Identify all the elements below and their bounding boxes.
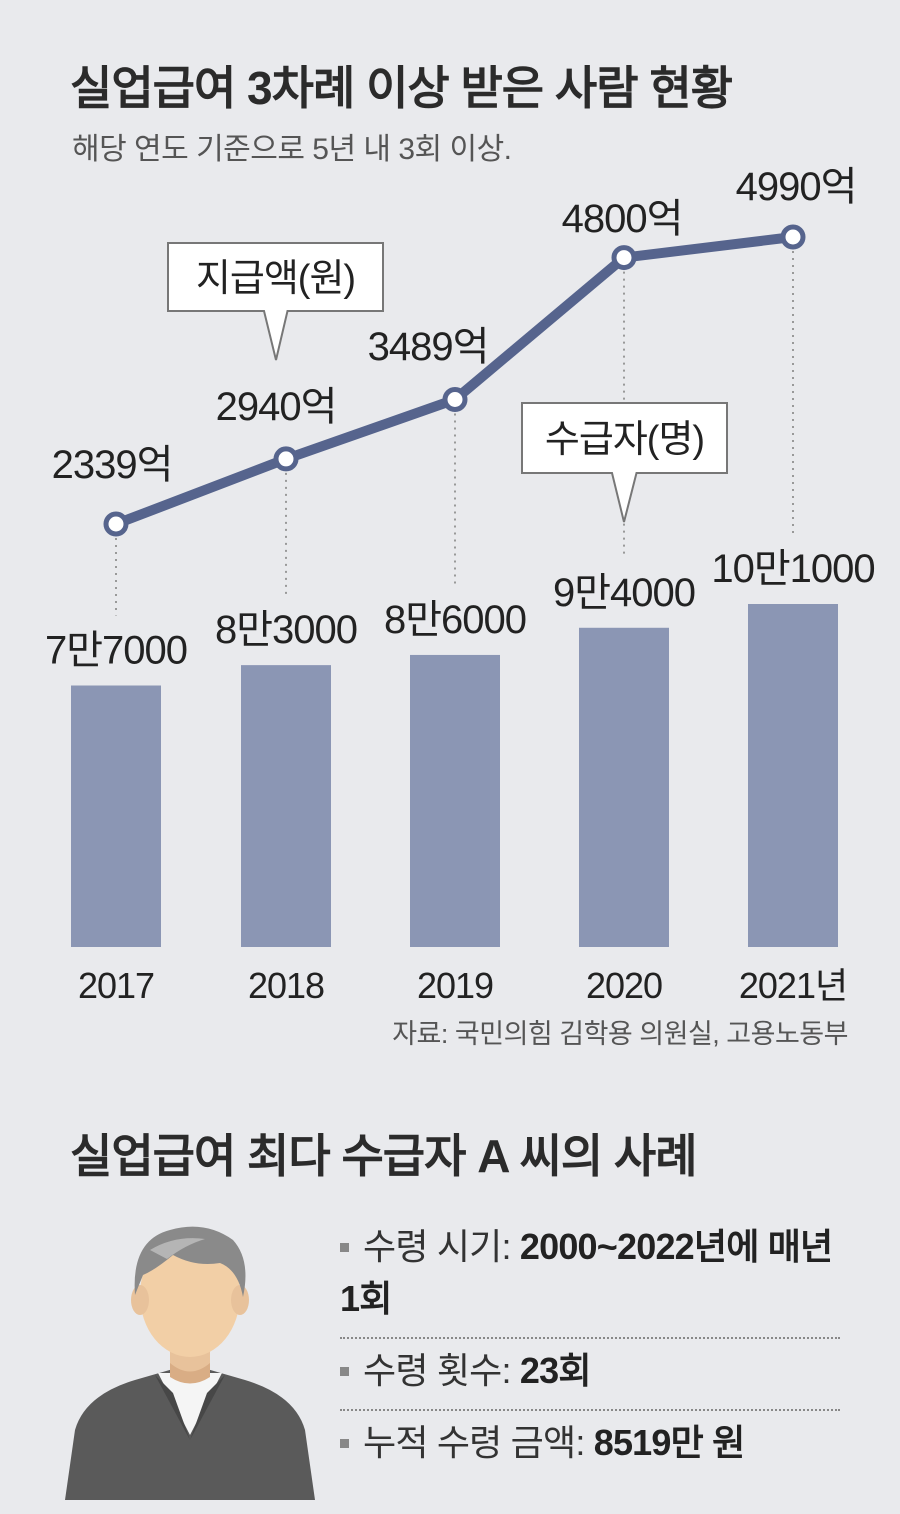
source-note: 자료: 국민의힘 김학용 의원실, 고용노동부 xyxy=(392,1019,848,1049)
bullet-icon xyxy=(340,1366,349,1376)
line-value-label: 4800억 xyxy=(562,197,683,241)
x-tick-label: 2019 xyxy=(417,965,493,1006)
bar-value-label: 8만6000 xyxy=(384,598,526,642)
line-point-2017 xyxy=(103,511,129,537)
case-item-value: 2000~2022년에 매년 1회 xyxy=(340,1226,833,1319)
case-title: 실업급여 최다 수급자 A 씨의 사례 xyxy=(70,1130,698,1182)
legend-callout-recipients-box xyxy=(521,402,728,523)
x-tick-label: 2017 xyxy=(78,965,154,1006)
chart-subtitle: 해당 연도 기준으로 5년 내 3회 이상. xyxy=(72,133,512,166)
man-avatar-icon xyxy=(65,1226,315,1500)
case-item-value: 8519만 원 xyxy=(593,1422,746,1463)
line-value-label: 2940억 xyxy=(216,385,337,429)
bar-value-label: 10만1000 xyxy=(711,547,874,591)
case-item-period: 수령 시기: 2000~2022년에 매년 1회 xyxy=(340,1215,840,1339)
bar-value-label: 8만3000 xyxy=(215,608,357,652)
line-value-label: 2339억 xyxy=(52,443,173,487)
x-tick-label: 2018 xyxy=(248,965,324,1006)
line-value-label: 3489억 xyxy=(368,325,489,369)
combo-chart: 7만7000 2017 8만3000 2018 8만6000 2019 9만4000 2020… xyxy=(45,165,876,1006)
case-item-label: 수령 횟수: xyxy=(363,1350,520,1391)
case-item-label: 수령 시기: xyxy=(363,1226,520,1267)
bullet-icon xyxy=(340,1242,349,1252)
bar-2017 xyxy=(71,685,161,947)
bar-2021년 xyxy=(748,604,838,947)
legend-callout-recipients: 수급자(명) xyxy=(521,402,728,523)
bar-2020 xyxy=(579,627,669,947)
bar-2019 xyxy=(410,654,500,947)
case-item-label: 누적 수령 금액: xyxy=(363,1422,594,1463)
legend-callout-payment-label: 지급액(원) xyxy=(196,258,355,300)
bar-value-label: 9만4000 xyxy=(553,571,695,615)
x-tick-label: 2021년 xyxy=(739,965,847,1006)
legend-callout-payment: 지급액(원) xyxy=(167,242,384,361)
legend-callout-payment-box xyxy=(167,242,384,361)
x-tick-label: 2020 xyxy=(586,965,662,1006)
bullet-icon xyxy=(340,1438,349,1448)
line-point-2018 xyxy=(273,446,299,472)
chart-title: 실업급여 3차례 이상 받은 사람 현황 xyxy=(70,62,733,114)
line-value-label: 4990억 xyxy=(736,165,857,209)
line-point-2019 xyxy=(442,386,468,412)
case-item-count: 수령 횟수: 23회 xyxy=(340,1339,840,1411)
case-item-total: 누적 수령 금액: 8519만 원 xyxy=(340,1411,840,1481)
case-details-list: 수령 시기: 2000~2022년에 매년 1회 수령 횟수: 23회 누적 수… xyxy=(340,1215,840,1481)
case-item-value: 23회 xyxy=(519,1350,592,1391)
bar-2018 xyxy=(241,665,331,947)
line-point-2021년 xyxy=(780,224,806,250)
bar-value-label: 7만7000 xyxy=(45,629,187,673)
legend-callout-recipients-label: 수급자(명) xyxy=(545,419,704,461)
line-point-2020 xyxy=(611,245,637,271)
